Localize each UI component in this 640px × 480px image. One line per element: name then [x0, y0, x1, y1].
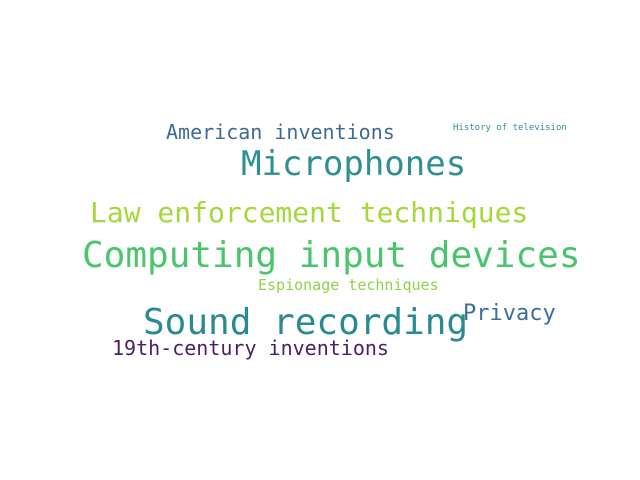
word-privacy: Privacy	[463, 301, 556, 326]
word-history-of-television: History of television	[453, 123, 567, 133]
word-microphones: Microphones	[241, 144, 467, 184]
word-computing-input-devices: Computing input devices	[82, 235, 581, 276]
word-american-inventions: American inventions	[166, 120, 395, 144]
word-sound-recording: Sound recording	[143, 302, 469, 343]
word-espionage-techniques: Espionage techniques	[258, 276, 439, 294]
word-19th-century-inventions: 19th-century inventions	[112, 336, 389, 360]
word-law-enforcement-techniques: Law enforcement techniques	[90, 196, 529, 229]
